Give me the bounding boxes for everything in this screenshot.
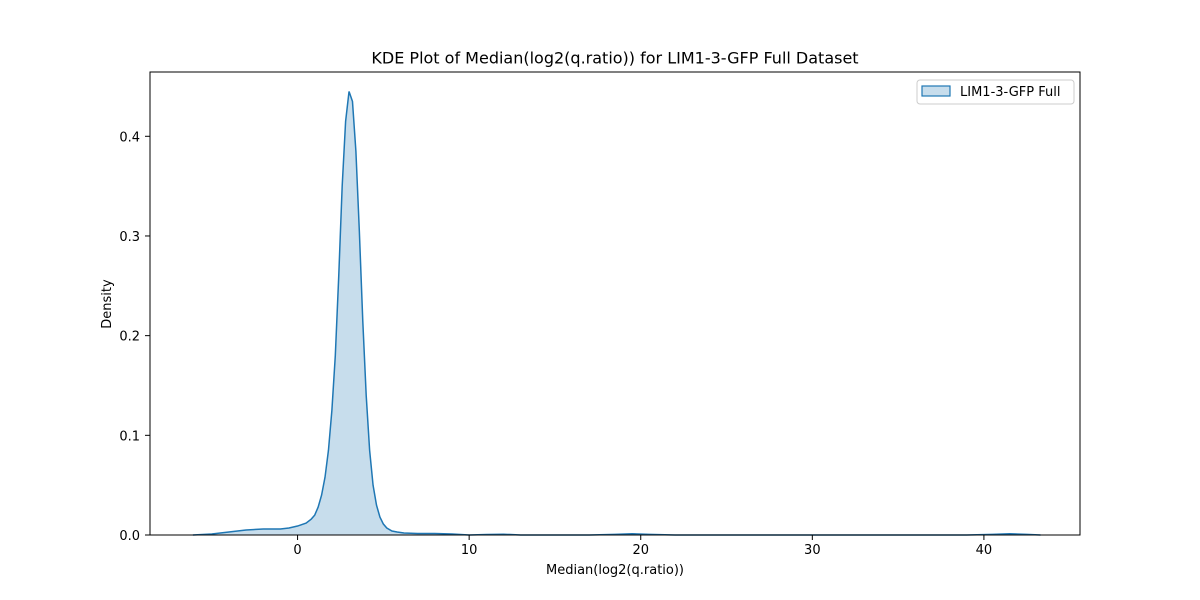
- y-tick-label: 0.0: [119, 529, 140, 544]
- x-tick-label: 0: [293, 543, 301, 558]
- legend-swatch-lim1-3-gfp-full: [921, 85, 951, 97]
- x-tick-label: 40: [976, 543, 993, 558]
- x-tick-label: 30: [804, 543, 821, 558]
- plot-background: [150, 72, 1080, 535]
- y-tick-label: 0.1: [119, 429, 140, 444]
- x-tick-label: 20: [632, 543, 649, 558]
- y-tick-label: 0.4: [119, 130, 140, 145]
- legend: LIM1-3-GFP Full: [916, 79, 1075, 105]
- y-axis-ticks: 0.0 0.1 0.2 0.3 0.4: [119, 130, 150, 544]
- chart-title: KDE Plot of Median(log2(q.ratio)) for LI…: [371, 49, 858, 68]
- y-tick-label: 0.2: [119, 330, 140, 345]
- legend-label-lim1-3-gfp-full: LIM1-3-GFP Full: [960, 85, 1060, 100]
- legend-box: [916, 79, 1075, 105]
- x-tick-label: 10: [461, 543, 478, 558]
- plot-frame: [149, 71, 1081, 536]
- plot-area: [149, 71, 1081, 536]
- y-axis-label: Density: [100, 279, 115, 329]
- y-tick-label: 0.3: [119, 230, 140, 245]
- x-axis-label: Median(log2(q.ratio)): [546, 563, 684, 578]
- kde-curve-line: [192, 91, 1041, 536]
- x-axis-ticks: 0 10 20 30 40: [293, 535, 992, 558]
